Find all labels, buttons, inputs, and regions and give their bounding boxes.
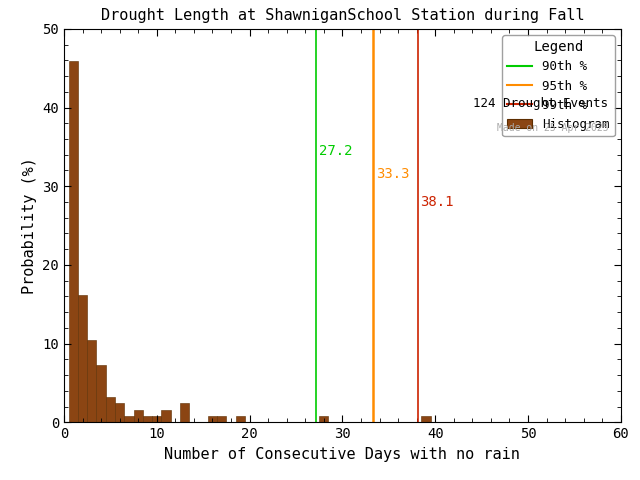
Bar (421, 416, 431, 422)
Text: Made on 25 Apr 2025: Made on 25 Apr 2025 (497, 123, 608, 133)
Bar (217, 416, 227, 422)
Bar (180, 403, 189, 422)
Bar (115, 403, 124, 422)
Title: Drought Length at ShawniganSchool Station during Fall: Drought Length at ShawniganSchool Statio… (100, 9, 584, 24)
Text: 124 Drought Events: 124 Drought Events (473, 96, 608, 109)
Bar (319, 416, 328, 422)
Bar (97, 365, 106, 422)
Bar (78, 295, 87, 422)
Bar (161, 410, 171, 422)
Bar (208, 416, 217, 422)
Bar (152, 416, 161, 422)
Legend: 90th %, 95th %, 99th %, Histogram: 90th %, 95th %, 99th %, Histogram (502, 35, 614, 136)
Text: 27.2: 27.2 (319, 144, 353, 158)
Text: 38.1: 38.1 (420, 195, 454, 209)
Bar (236, 416, 245, 422)
Bar (106, 397, 115, 422)
X-axis label: Number of Consecutive Days with no rain: Number of Consecutive Days with no rain (164, 447, 520, 462)
Bar (124, 416, 134, 422)
Text: 33.3: 33.3 (376, 168, 410, 181)
Bar (134, 410, 143, 422)
Bar (68, 60, 78, 422)
Bar (87, 340, 97, 422)
Y-axis label: Probability (%): Probability (%) (22, 157, 37, 294)
Bar (143, 416, 152, 422)
